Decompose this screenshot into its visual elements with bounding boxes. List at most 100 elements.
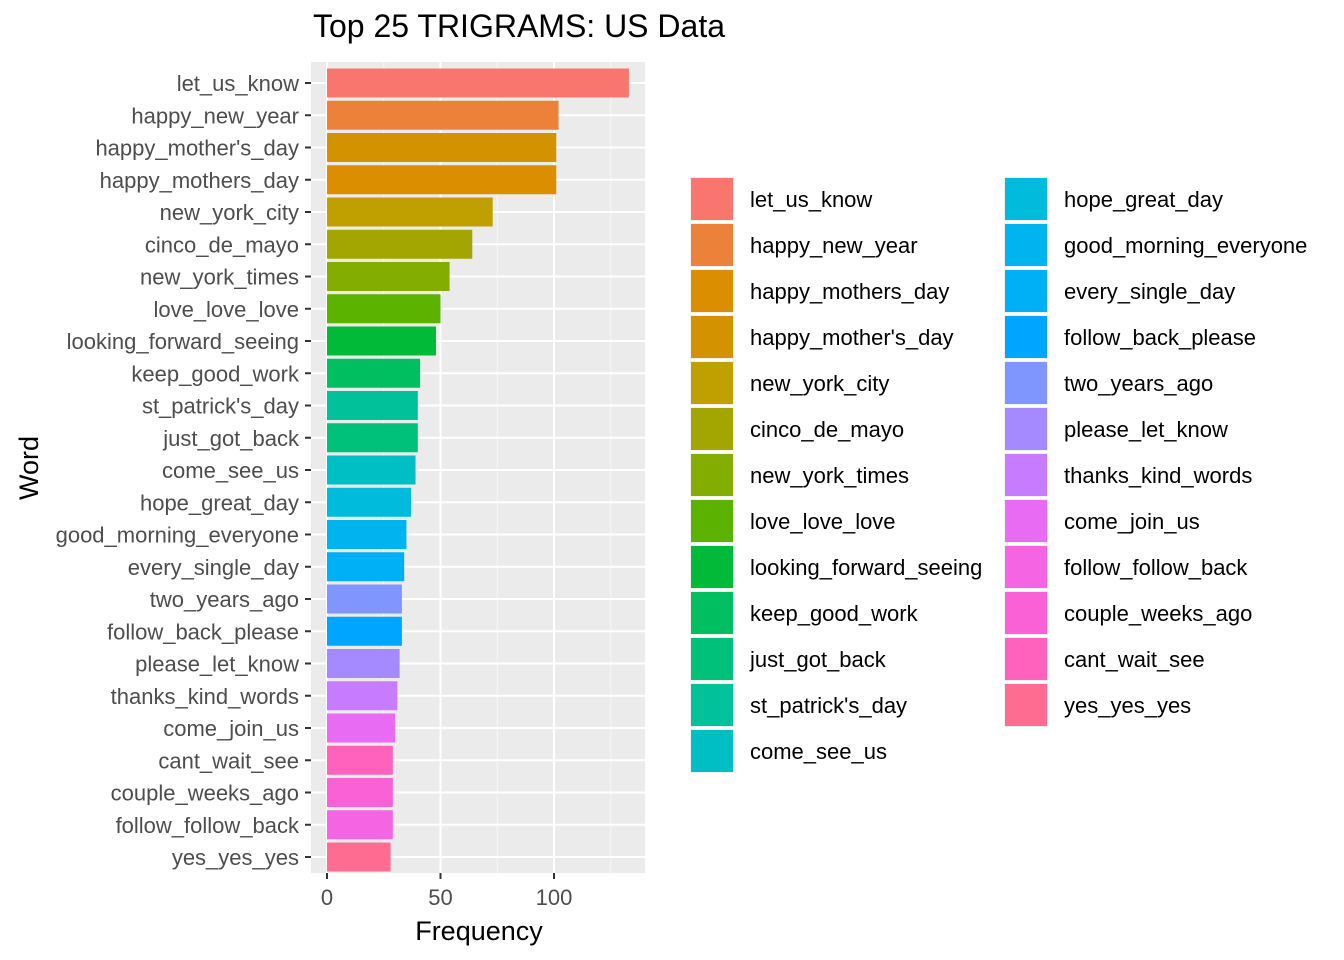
bar	[327, 423, 418, 453]
y-tick-label: st_patrick's_day	[142, 394, 299, 419]
y-tick-label: new_york_times	[140, 265, 299, 290]
y-tick-label: every_single_day	[128, 555, 299, 580]
legend-label: two_years_ago	[1064, 371, 1213, 396]
y-tick-label: happy_mother's_day	[95, 136, 299, 161]
y-axis-title: Word	[14, 436, 44, 500]
legend-key	[1005, 592, 1047, 634]
bar	[327, 455, 416, 485]
legend-key	[1005, 316, 1047, 358]
y-tick-label: hope_great_day	[140, 490, 299, 515]
legend-label: let_us_know	[750, 187, 872, 212]
legend-label: yes_yes_yes	[1064, 693, 1191, 718]
bar	[327, 778, 393, 807]
legend-label: keep_good_work	[750, 601, 919, 626]
legend-label: just_got_back	[749, 647, 887, 672]
bar	[327, 133, 557, 162]
y-tick-label: come_see_us	[162, 458, 299, 483]
y-tick-label: looking_forward_seeing	[67, 329, 299, 354]
legend-key	[1005, 224, 1047, 266]
x-tick-label: 0	[321, 885, 333, 910]
y-tick-label: come_join_us	[163, 716, 299, 741]
y-tick-label: cant_wait_see	[158, 748, 299, 773]
legend-label: follow_follow_back	[1064, 555, 1248, 580]
bar	[327, 294, 441, 324]
bar	[327, 681, 398, 711]
legend-label: cinco_de_mayo	[750, 417, 904, 442]
legend-label: hope_great_day	[1064, 187, 1223, 212]
bar	[327, 100, 559, 130]
y-tick-label: please_let_know	[135, 652, 299, 677]
bar	[327, 262, 450, 291]
legend-key	[691, 500, 733, 542]
legend-key	[691, 178, 733, 220]
bar	[327, 197, 493, 227]
bar	[327, 487, 411, 517]
legend-key	[691, 638, 733, 680]
legend-label: please_let_know	[1064, 417, 1228, 442]
legend-key	[1005, 684, 1047, 726]
legend-key	[1005, 408, 1047, 450]
bar	[327, 584, 402, 614]
legend-label: follow_back_please	[1064, 325, 1256, 350]
legend-key	[1005, 638, 1047, 680]
x-tick-label: 50	[428, 885, 452, 910]
legend-key	[691, 730, 733, 772]
legend-label: couple_weeks_ago	[1064, 601, 1252, 626]
y-tick-label: cinco_de_mayo	[145, 232, 299, 257]
legend-key	[1005, 178, 1047, 220]
bar	[327, 842, 391, 872]
legend-label: looking_forward_seeing	[750, 555, 982, 580]
chart-title: Top 25 TRIGRAMS: US Data	[313, 8, 725, 44]
legend-label: st_patrick's_day	[750, 693, 907, 718]
bar	[327, 229, 473, 259]
bar	[327, 326, 436, 356]
bar	[327, 358, 421, 388]
legend-label: cant_wait_see	[1064, 647, 1205, 672]
legend-label: come_see_us	[750, 739, 887, 764]
bar	[327, 391, 418, 420]
bar	[327, 649, 400, 678]
bar	[327, 745, 393, 775]
legend-key	[1005, 270, 1047, 312]
bar	[327, 165, 557, 195]
legend-key	[691, 270, 733, 312]
bar	[327, 713, 396, 743]
legend-key	[1005, 362, 1047, 404]
y-tick-label: couple_weeks_ago	[111, 781, 299, 806]
y-tick-label: just_got_back	[162, 426, 300, 451]
legend-key	[691, 454, 733, 496]
y-tick-label: happy_mothers_day	[100, 168, 299, 193]
bar	[327, 68, 629, 98]
bar	[327, 552, 405, 582]
legend-key	[691, 224, 733, 266]
y-tick-label: let_us_know	[177, 71, 299, 96]
legend-key	[691, 592, 733, 634]
y-tick-label: good_morning_everyone	[56, 523, 299, 548]
y-tick-label: thanks_kind_words	[111, 684, 299, 709]
y-tick-label: follow_follow_back	[116, 813, 300, 838]
bar	[327, 810, 393, 840]
legend-label: good_morning_everyone	[1064, 233, 1307, 258]
y-tick-label: follow_back_please	[107, 619, 299, 644]
legend-label: happy_mothers_day	[750, 279, 949, 304]
y-tick-label: yes_yes_yes	[172, 845, 299, 870]
x-axis-title: Frequency	[415, 916, 543, 946]
bar	[327, 616, 402, 646]
y-tick-label: love_love_love	[153, 297, 299, 322]
legend-key	[691, 362, 733, 404]
y-tick-label: two_years_ago	[150, 587, 299, 612]
x-tick-label: 100	[536, 885, 573, 910]
legend-label: happy_mother's_day	[750, 325, 954, 350]
y-tick-label: happy_new_year	[131, 103, 299, 128]
y-axis: let_us_know happy_new_year happy_mother's_…	[56, 71, 311, 870]
legend-key	[691, 684, 733, 726]
legend-key	[691, 408, 733, 450]
legend: let_us_know happy_new_year happy_mothers_d…	[690, 177, 1307, 773]
legend-label: thanks_kind_words	[1064, 463, 1252, 488]
legend-label: love_love_love	[750, 509, 896, 534]
legend-label: happy_new_year	[750, 233, 918, 258]
y-tick-label: new_york_city	[160, 200, 299, 225]
legend-label: every_single_day	[1064, 279, 1235, 304]
legend-label: new_york_city	[750, 371, 889, 396]
